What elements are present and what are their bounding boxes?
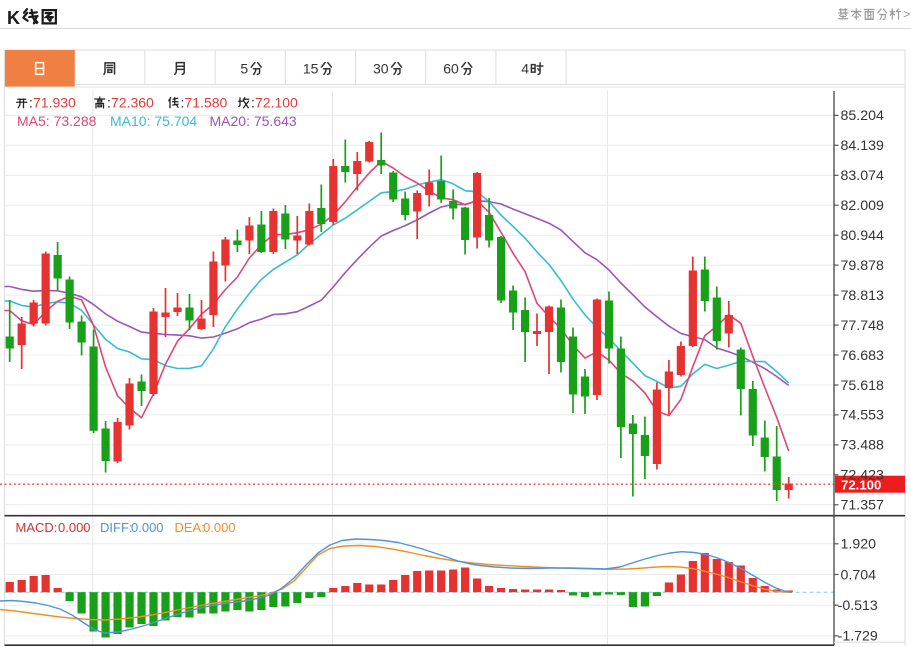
svg-text:MA20: 75.643: MA20: 75.643 <box>210 113 297 129</box>
svg-text:0.704: 0.704 <box>841 567 877 583</box>
svg-text:60: 60 <box>443 61 459 77</box>
svg-text::: : <box>251 95 255 111</box>
svg-text:0.000: 0.000 <box>58 520 91 535</box>
svg-text:-0.513: -0.513 <box>838 598 878 614</box>
svg-text:K: K <box>7 8 20 28</box>
svg-text:78.813: 78.813 <box>841 288 885 304</box>
svg-text:-1.729: -1.729 <box>838 629 878 645</box>
svg-text:0.000: 0.000 <box>131 520 164 535</box>
svg-text:71.930: 71.930 <box>33 95 76 111</box>
svg-text:30: 30 <box>373 61 389 77</box>
svg-text:MA10: 75.704: MA10: 75.704 <box>110 113 197 129</box>
svg-text:72.360: 72.360 <box>111 95 154 111</box>
svg-text:72.100: 72.100 <box>841 478 881 493</box>
svg-text:72.423: 72.423 <box>841 468 885 484</box>
svg-text:84.139: 84.139 <box>841 138 885 154</box>
svg-text:80.944: 80.944 <box>841 228 885 244</box>
svg-text:73.488: 73.488 <box>841 438 885 454</box>
svg-text:15: 15 <box>303 61 319 77</box>
svg-text:4: 4 <box>521 61 529 77</box>
svg-text:85.204: 85.204 <box>841 108 885 124</box>
svg-text::: : <box>107 95 111 111</box>
svg-text:72.100: 72.100 <box>255 95 298 111</box>
svg-text:0.000: 0.000 <box>203 520 236 535</box>
svg-text:MA5: 73.288: MA5: 73.288 <box>17 113 97 129</box>
svg-text:79.878: 79.878 <box>841 258 885 274</box>
svg-text:75.618: 75.618 <box>841 378 885 394</box>
svg-text:74.553: 74.553 <box>841 408 885 424</box>
svg-text::: : <box>181 95 185 111</box>
svg-text::: : <box>29 95 33 111</box>
svg-text:5: 5 <box>240 61 248 77</box>
svg-text:77.748: 77.748 <box>841 318 885 334</box>
svg-text:76.683: 76.683 <box>841 348 885 364</box>
svg-text:83.074: 83.074 <box>841 168 885 184</box>
svg-text:71.357: 71.357 <box>841 498 885 514</box>
svg-text:MACD:: MACD: <box>16 520 58 535</box>
svg-text:>: > <box>903 8 910 22</box>
svg-text:71.580: 71.580 <box>185 95 228 111</box>
svg-text:DIFF:: DIFF: <box>100 520 133 535</box>
svg-text:DEA:: DEA: <box>175 520 205 535</box>
svg-text:1.920: 1.920 <box>841 537 877 553</box>
svg-text:82.009: 82.009 <box>841 198 885 214</box>
